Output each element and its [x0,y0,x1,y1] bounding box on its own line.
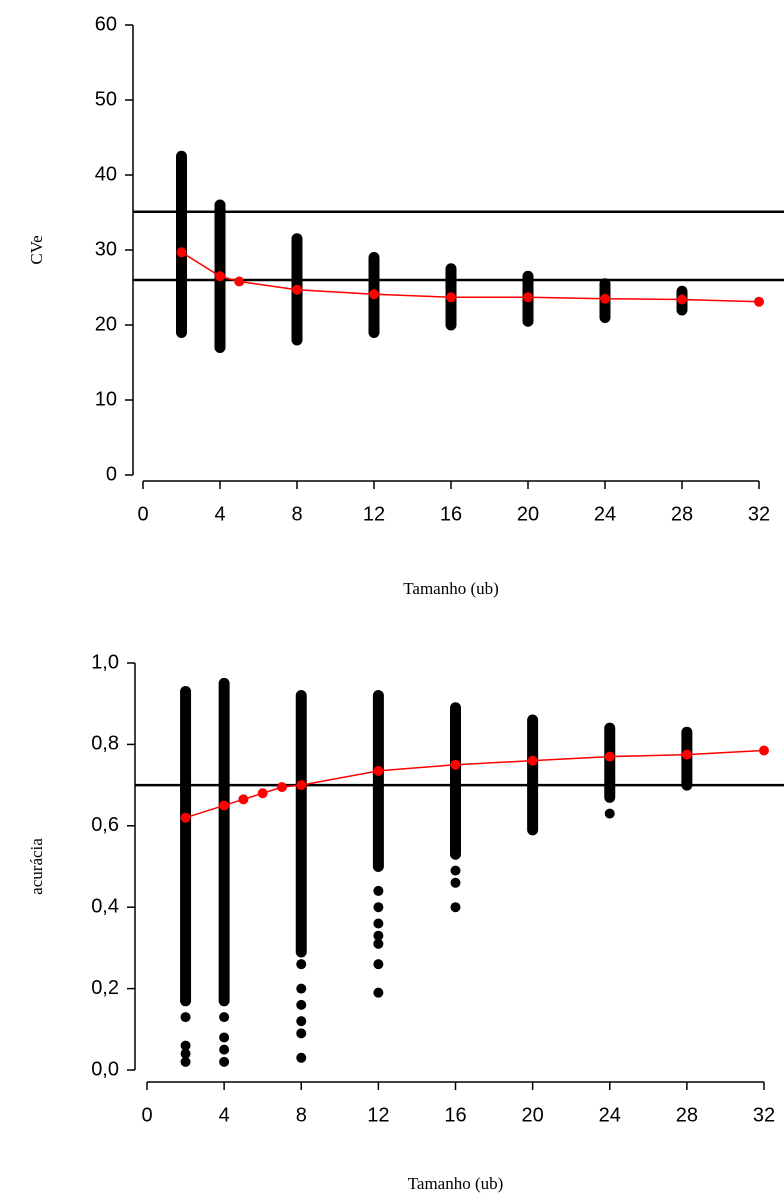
y-tick-label: 0,4 [91,895,119,917]
point [373,902,384,913]
mean-point [292,284,302,295]
y-tick-label: 60 [95,13,117,35]
x-axis-title: Tamanho (ub) [403,579,499,598]
x-tick-label: 12 [363,503,385,525]
mean-point [180,812,191,823]
point [180,1040,191,1051]
x-tick-label: 12 [367,1104,389,1126]
mean-point [523,292,533,303]
point [219,1012,230,1023]
y-tick-label: 0,6 [91,814,119,836]
x-tick-label: 8 [296,1104,307,1126]
point [296,1028,307,1039]
point [604,808,615,819]
point [296,983,307,994]
point [296,1052,307,1063]
point [219,1044,230,1055]
x-tick-label: 20 [517,503,539,525]
point [373,938,384,949]
x-tick-label: 24 [599,1104,621,1126]
y-axis-title: acurácia [27,838,46,895]
point [450,865,461,876]
mean-point [234,276,245,287]
x-tick-label: 32 [748,503,770,525]
mean-point [759,745,769,756]
mean-point [238,794,249,805]
point [219,1032,230,1043]
point [373,885,384,896]
point [180,1048,191,1059]
point [373,959,384,970]
point [296,959,307,970]
point [450,877,461,888]
point [296,1016,307,1027]
x-tick-label: 28 [676,1104,698,1126]
mean-point [296,780,307,791]
mean-point [219,800,230,811]
point [373,918,384,929]
y-tick-label: 40 [95,163,117,185]
y-tick-label: 30 [95,238,117,260]
x-tick-label: 24 [594,503,616,525]
y-tick-label: 10 [95,388,117,410]
mean-line [181,251,760,303]
mean-point [373,765,384,776]
x-axis-title: Tamanho (ub) [408,1174,504,1193]
y-tick-label: 50 [95,88,117,110]
y-tick-label: 0,2 [91,977,119,999]
mean-point [450,759,461,770]
y-tick-label: 0 [106,463,117,485]
point [373,987,384,998]
y-tick-label: 0,8 [91,733,119,755]
y-tick-label: 20 [95,313,117,335]
mean-point [257,788,268,799]
mean-point [754,296,764,307]
x-tick-label: 20 [522,1104,544,1126]
point [296,999,307,1010]
x-tick-label: 8 [291,503,302,525]
point [180,1056,191,1067]
mean-point [369,289,379,300]
x-tick-label: 16 [440,503,462,525]
mean-point [215,271,225,282]
y-axis-title: CVe [27,235,46,264]
y-tick-label: 0,0 [91,1058,119,1080]
point [373,930,384,941]
mean-point [681,749,692,760]
x-tick-label: 28 [671,503,693,525]
mean-point [276,782,287,793]
x-tick-label: 32 [753,1104,775,1126]
x-tick-label: 0 [137,503,148,525]
point [180,1012,191,1023]
x-tick-label: 4 [214,503,225,525]
point [450,902,461,913]
mean-point [600,293,610,304]
point [219,1056,230,1067]
mean-point [527,755,538,766]
x-tick-label: 16 [444,1104,466,1126]
y-tick-label: 1,0 [91,651,119,673]
mean-point [604,751,615,762]
mean-point [176,247,187,258]
mean-point [677,294,687,305]
x-tick-label: 0 [141,1104,152,1126]
mean-point [446,292,456,303]
x-tick-label: 4 [219,1104,230,1126]
